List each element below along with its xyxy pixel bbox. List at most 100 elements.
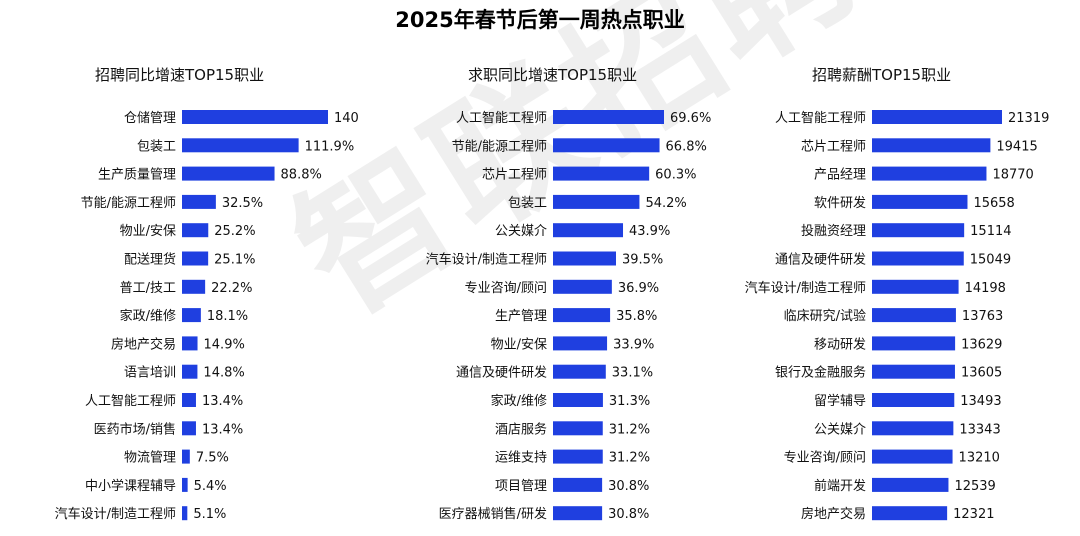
bar bbox=[182, 477, 188, 492]
category-label: 物业/安保 bbox=[120, 224, 176, 239]
bar bbox=[872, 110, 1002, 124]
value-label: 21319 bbox=[1008, 111, 1049, 126]
value-label: 66.8% bbox=[666, 139, 707, 154]
bar bbox=[553, 308, 611, 323]
bar bbox=[872, 364, 955, 379]
category-label: 语言培训 bbox=[124, 365, 176, 381]
category-label: 生产质量管理 bbox=[98, 168, 176, 183]
value-label: 14.8% bbox=[203, 366, 244, 381]
category-label: 留学辅导 bbox=[814, 393, 866, 409]
bar bbox=[872, 393, 955, 407]
category-label: 节能/能源工程师 bbox=[81, 196, 176, 211]
bar bbox=[182, 138, 299, 153]
value-label: 13629 bbox=[961, 337, 1002, 352]
value-label: 13763 bbox=[962, 309, 1003, 324]
bar bbox=[182, 393, 196, 407]
category-label: 医疗器械销售/研发 bbox=[439, 506, 547, 522]
category-label: 临床研究/试验 bbox=[784, 308, 866, 324]
category-label: 酒店服务 bbox=[495, 421, 547, 437]
value-label: 31.2% bbox=[609, 422, 650, 437]
category-label: 运维支持 bbox=[495, 451, 547, 466]
category-label: 汽车设计/制造工程师 bbox=[426, 252, 547, 268]
bar bbox=[182, 194, 216, 209]
value-label: 25.2% bbox=[214, 224, 255, 239]
value-label: 18.1% bbox=[207, 309, 248, 324]
category-label: 银行及金融服务 bbox=[775, 365, 866, 381]
value-label: 30.8% bbox=[608, 479, 649, 494]
category-label: 包装工 bbox=[137, 139, 176, 154]
value-label: 36.9% bbox=[618, 281, 659, 296]
chart-panel-2: 求职同比增速TOP15职业 人工智能工程师 69.6% 节能/能源工程师 66.8% 芯… bbox=[360, 0, 720, 532]
value-label: 69.6% bbox=[670, 111, 711, 126]
value-label: 39.5% bbox=[622, 253, 663, 268]
value-label: 35.8% bbox=[616, 309, 657, 324]
chart-panel-3: 招聘薪酬TOP15职业 人工智能工程师 21319 芯片工程师 19415 产品经理 18… bbox=[720, 0, 1080, 532]
bar bbox=[182, 449, 190, 464]
chart-3-svg: 人工智能工程师 21319 芯片工程师 19415 产品经理 18770 软件研发 15658… bbox=[745, 110, 1049, 522]
value-label: 14198 bbox=[965, 281, 1006, 296]
chart-3-title: 招聘薪酬TOP15职业 bbox=[812, 66, 952, 84]
value-label: 88.8% bbox=[281, 168, 322, 183]
bar bbox=[182, 506, 188, 521]
category-label: 项目管理 bbox=[495, 479, 547, 494]
category-label: 汽车设计/制造工程师 bbox=[745, 280, 866, 296]
bar bbox=[553, 110, 664, 124]
bar bbox=[182, 421, 196, 436]
value-label: 5.1% bbox=[193, 507, 226, 522]
value-label: 13.4% bbox=[202, 422, 243, 437]
category-label: 房地产交易 bbox=[801, 506, 866, 522]
value-label: 15049 bbox=[970, 253, 1011, 268]
bar bbox=[182, 308, 201, 323]
category-label: 移动研发 bbox=[814, 336, 866, 352]
category-label: 人工智能工程师 bbox=[456, 111, 547, 126]
category-label: 人工智能工程师 bbox=[85, 394, 176, 409]
category-label: 家政/维修 bbox=[120, 308, 176, 324]
bar bbox=[553, 421, 603, 436]
category-label: 软件研发 bbox=[814, 195, 866, 211]
bar bbox=[553, 449, 603, 464]
category-label: 包装工 bbox=[508, 196, 547, 211]
bar bbox=[182, 251, 209, 266]
bar bbox=[553, 194, 640, 209]
value-label: 31.2% bbox=[609, 451, 650, 466]
value-label: 13605 bbox=[961, 366, 1002, 381]
value-label: 25.1% bbox=[214, 253, 255, 268]
category-label: 生产管理 bbox=[495, 309, 547, 324]
category-label: 公关媒介 bbox=[814, 422, 866, 437]
page-title: 2025年春节后第一周热点职业 bbox=[395, 8, 685, 32]
value-label: 32.5% bbox=[222, 196, 263, 211]
category-label: 中小学课程辅导 bbox=[85, 478, 176, 494]
bar bbox=[553, 279, 612, 294]
bar bbox=[182, 223, 209, 238]
category-label: 节能/能源工程师 bbox=[452, 139, 547, 154]
bar bbox=[553, 477, 603, 492]
value-label: 140.1% bbox=[334, 111, 360, 126]
bar bbox=[872, 194, 968, 209]
bar bbox=[872, 336, 956, 351]
bar bbox=[872, 166, 987, 181]
value-label: 18770 bbox=[992, 168, 1033, 183]
category-label: 物流管理 bbox=[124, 451, 176, 466]
bar bbox=[182, 336, 198, 351]
category-label: 投融资经理 bbox=[801, 223, 866, 239]
bar bbox=[872, 449, 953, 464]
value-label: 33.1% bbox=[612, 366, 653, 381]
value-label: 33.9% bbox=[613, 337, 654, 352]
value-label: 15658 bbox=[973, 196, 1014, 211]
value-label: 30.8% bbox=[608, 507, 649, 522]
value-label: 5.4% bbox=[194, 479, 227, 494]
bar bbox=[872, 279, 959, 294]
value-label: 22.2% bbox=[211, 281, 252, 296]
value-label: 12539 bbox=[954, 479, 995, 494]
bar bbox=[553, 166, 650, 181]
category-label: 产品经理 bbox=[814, 168, 866, 183]
bar bbox=[182, 166, 275, 181]
value-label: 7.5% bbox=[196, 451, 229, 466]
chart-2-title: 求职同比增速TOP15职业 bbox=[468, 66, 638, 84]
value-label: 31.3% bbox=[609, 394, 650, 409]
bar bbox=[872, 308, 956, 323]
value-label: 13.4% bbox=[202, 394, 243, 409]
bar bbox=[553, 251, 616, 266]
category-label: 汽车设计/制造工程师 bbox=[55, 506, 176, 522]
bar bbox=[872, 421, 954, 436]
